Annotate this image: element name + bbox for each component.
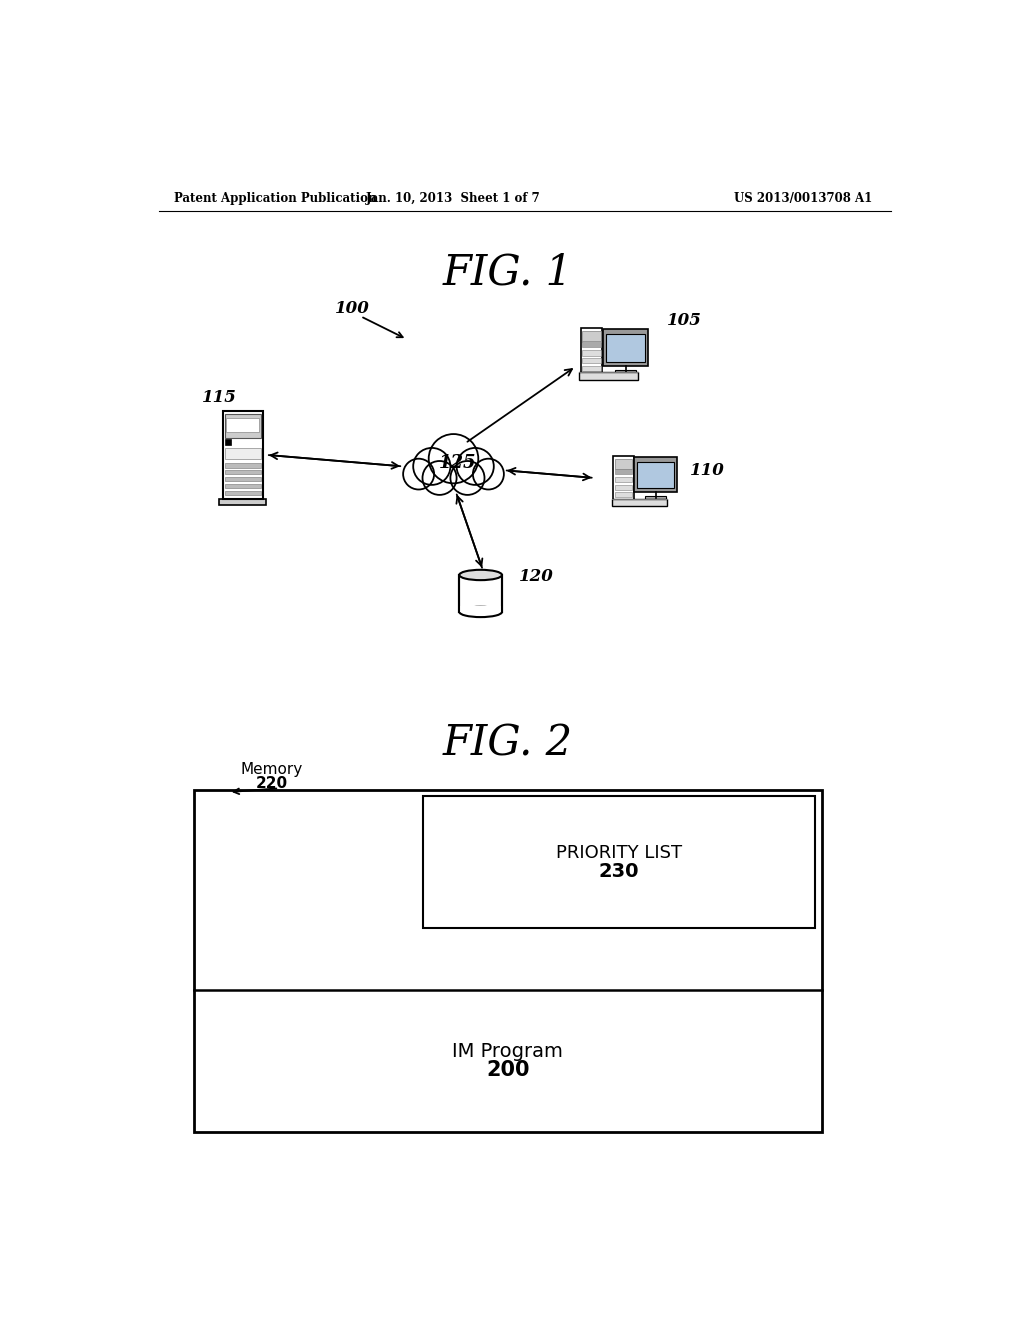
Bar xyxy=(225,447,260,459)
Text: PRIORITY LIST: PRIORITY LIST xyxy=(556,843,682,862)
Circle shape xyxy=(473,459,504,490)
Text: IM Program: IM Program xyxy=(453,1043,563,1061)
Bar xyxy=(225,491,260,495)
Bar xyxy=(583,358,601,363)
Bar xyxy=(581,327,602,374)
Bar xyxy=(614,478,632,482)
Bar xyxy=(606,334,645,362)
Bar xyxy=(225,440,231,445)
Bar xyxy=(579,372,638,380)
Circle shape xyxy=(414,447,451,484)
Text: 220: 220 xyxy=(255,776,288,791)
Bar xyxy=(614,469,632,474)
Text: Jan. 10, 2013  Sheet 1 of 7: Jan. 10, 2013 Sheet 1 of 7 xyxy=(367,191,541,205)
Text: Memory: Memory xyxy=(241,762,302,776)
Text: 105: 105 xyxy=(667,312,701,329)
Bar xyxy=(637,462,674,488)
Bar xyxy=(634,457,677,492)
Bar xyxy=(645,496,666,499)
Bar xyxy=(583,350,601,355)
Text: 200: 200 xyxy=(486,1060,529,1081)
Text: Patent Application Publication: Patent Application Publication xyxy=(174,191,377,205)
Bar xyxy=(583,366,601,371)
Circle shape xyxy=(423,461,457,495)
Bar xyxy=(194,789,821,1133)
Bar xyxy=(423,796,815,928)
Bar xyxy=(583,331,601,342)
Text: 230: 230 xyxy=(599,862,639,880)
Bar xyxy=(459,606,503,612)
Bar xyxy=(225,483,260,488)
Bar xyxy=(226,418,259,432)
Bar xyxy=(225,463,260,467)
Bar xyxy=(614,370,636,374)
Bar xyxy=(614,484,632,490)
Bar xyxy=(614,459,632,470)
Text: US 2013/0013708 A1: US 2013/0013708 A1 xyxy=(734,191,872,205)
Bar xyxy=(614,492,632,498)
Bar xyxy=(225,477,260,482)
Text: 100: 100 xyxy=(335,300,371,317)
Ellipse shape xyxy=(460,607,502,618)
Circle shape xyxy=(451,461,484,495)
Text: 120: 120 xyxy=(519,568,554,585)
Bar xyxy=(225,470,260,474)
Circle shape xyxy=(403,459,434,490)
Text: 110: 110 xyxy=(690,462,725,479)
Bar xyxy=(613,457,634,500)
Bar xyxy=(225,414,260,437)
Bar xyxy=(583,341,601,347)
Bar xyxy=(222,411,263,499)
Circle shape xyxy=(429,434,478,483)
Ellipse shape xyxy=(460,570,502,581)
Circle shape xyxy=(457,447,494,484)
Bar xyxy=(219,499,266,506)
Bar xyxy=(460,576,502,612)
Bar xyxy=(611,499,668,506)
Bar xyxy=(603,329,648,366)
Text: 125: 125 xyxy=(438,454,476,471)
Text: FIG. 1: FIG. 1 xyxy=(442,251,572,293)
Text: 115: 115 xyxy=(202,388,237,405)
Text: FIG. 2: FIG. 2 xyxy=(442,722,572,764)
